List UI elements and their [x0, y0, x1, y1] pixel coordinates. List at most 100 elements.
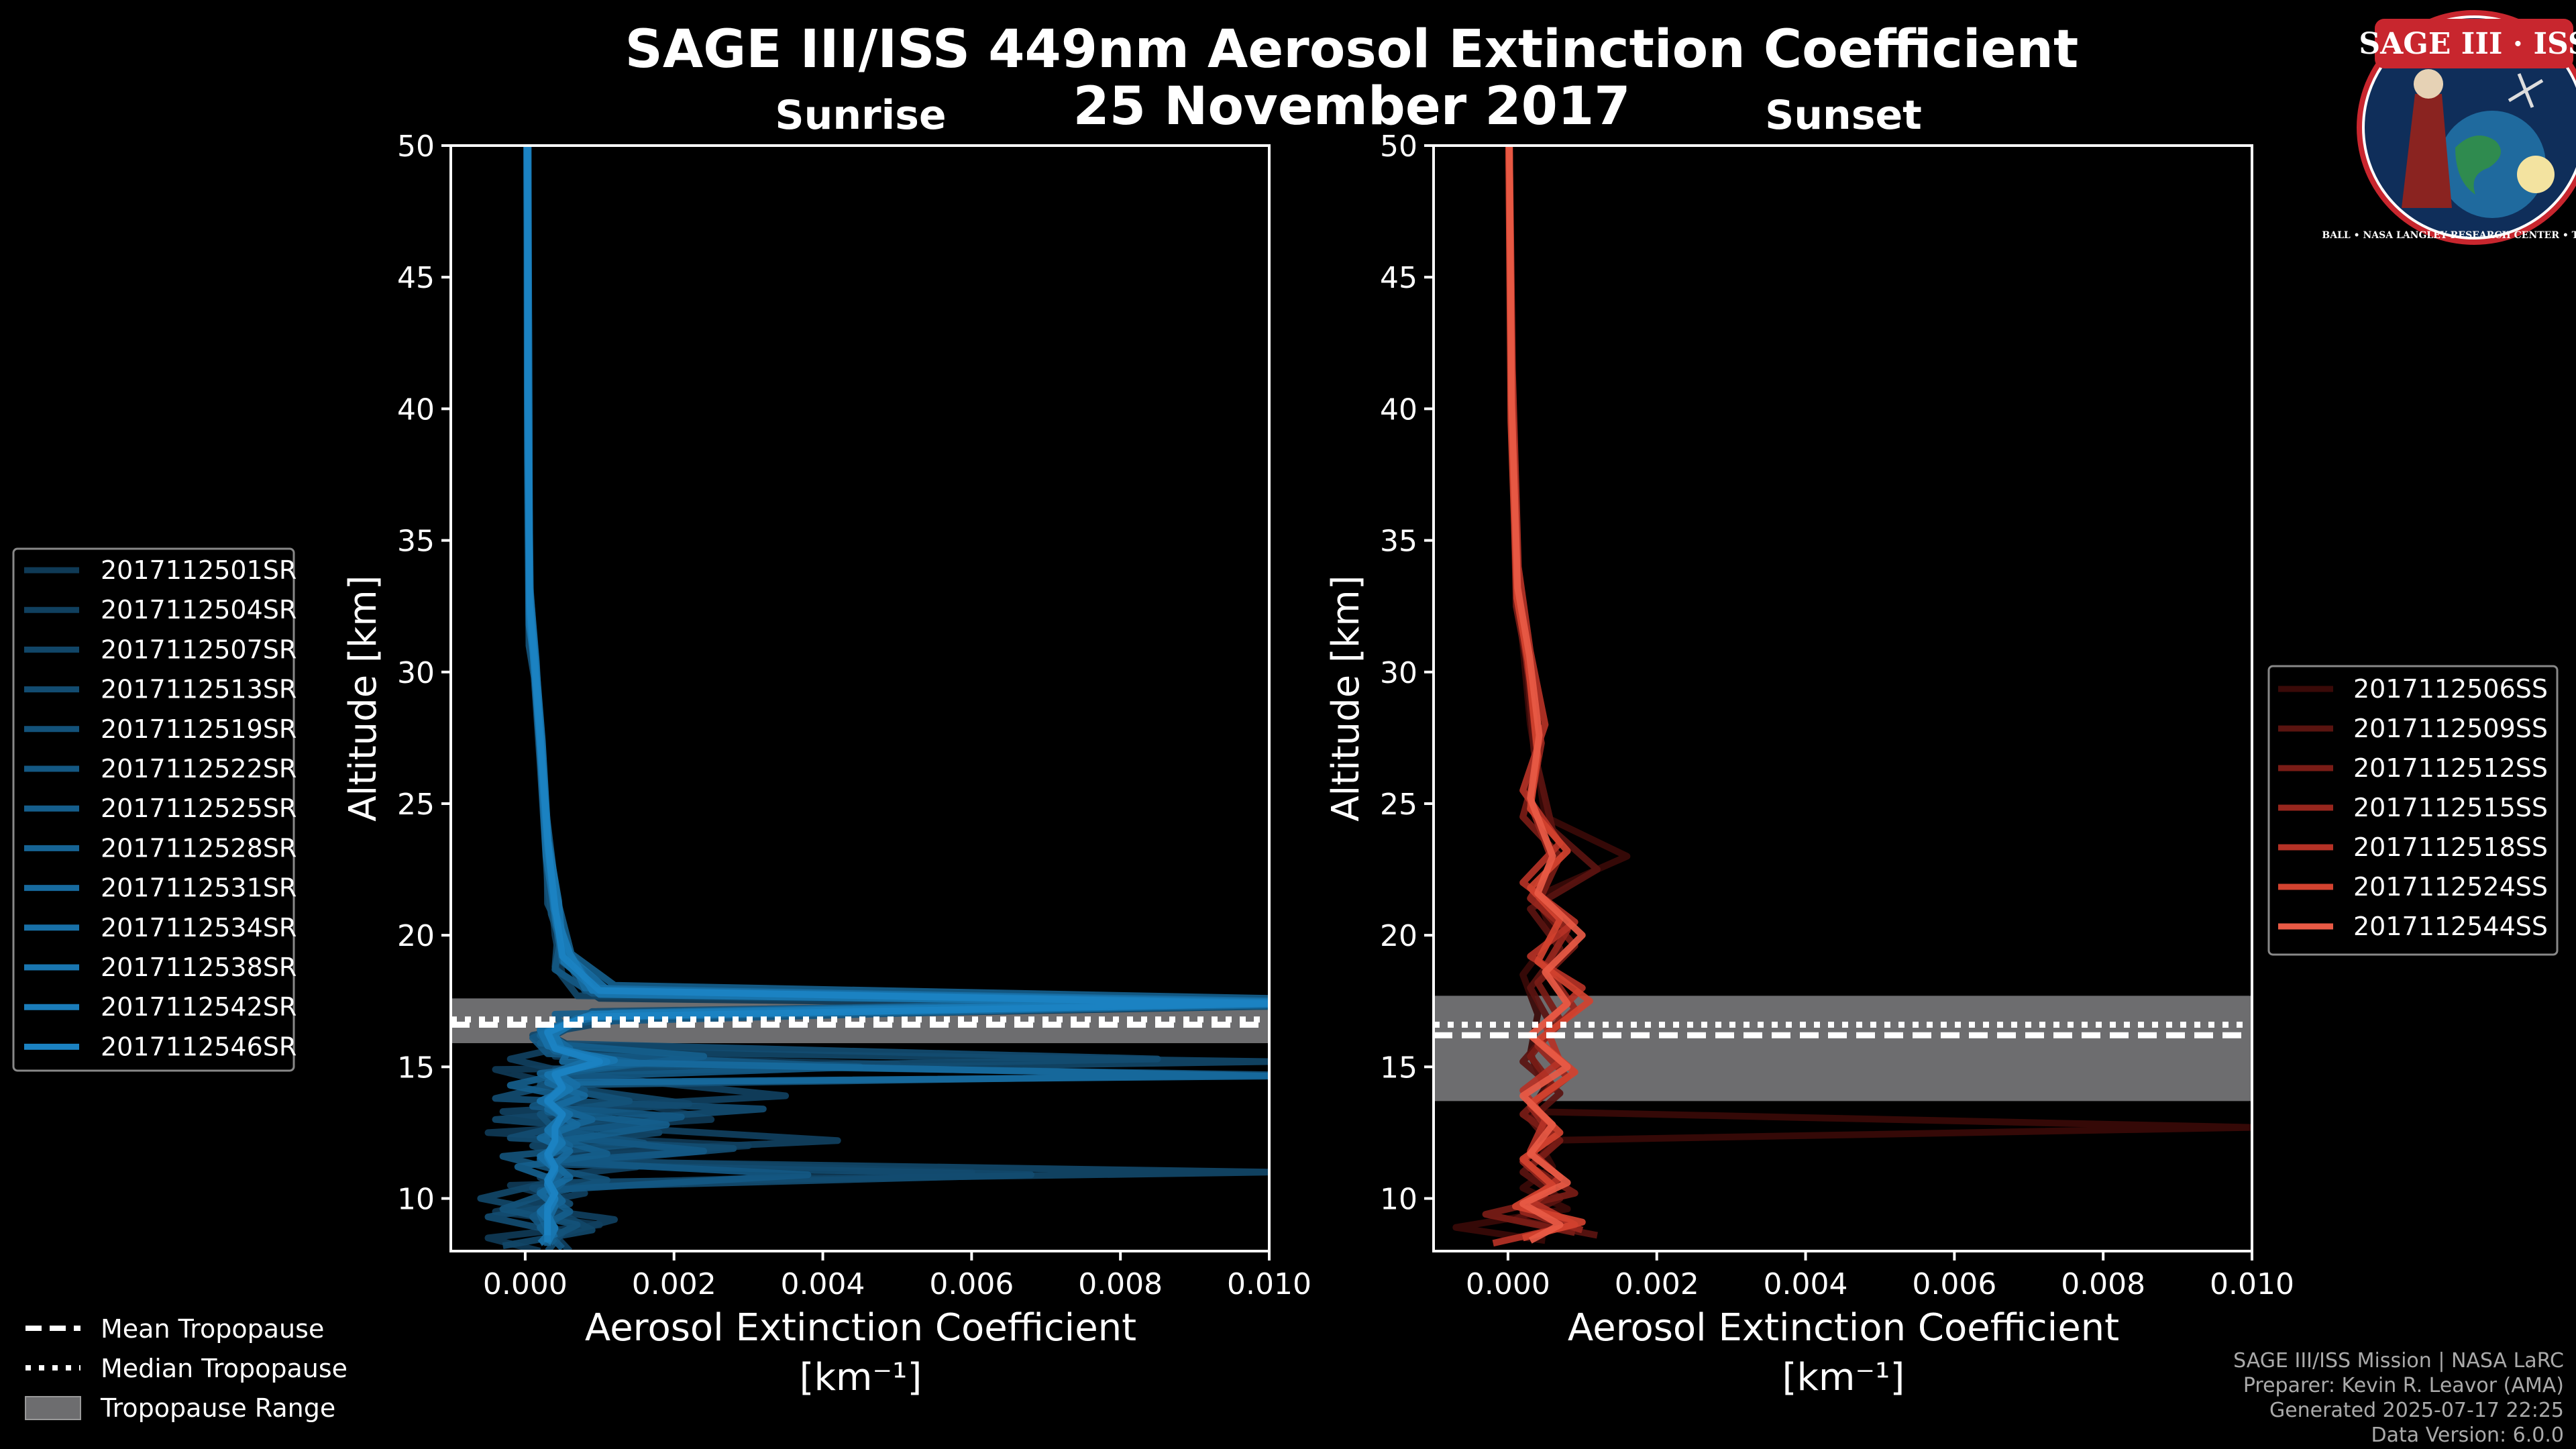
- sunrise-legend: 2017112501SR 2017112504SR 2017112507SR 2017…: [12, 547, 297, 1072]
- credit-preparer: Preparer: Kevin R. Leavor (AMA): [2243, 1374, 2564, 1397]
- sunset-series-group: [1452, 146, 2252, 1247]
- tropopause-range-label: Tropopause Range: [100, 1393, 335, 1423]
- y-tick-label: 35: [1380, 525, 1417, 559]
- y-tick-label: 15: [1380, 1051, 1417, 1085]
- tropopause-lines: [1434, 1022, 2252, 1038]
- series-line-2017112546SR: [524, 146, 1269, 1236]
- badge-name: SAGE III · ISS: [2359, 27, 2576, 61]
- badge-moon-icon: [2517, 156, 2555, 193]
- credit-generated: Generated 2025-07-17 22:25: [2269, 1399, 2564, 1422]
- y-tick-label: 40: [397, 392, 435, 427]
- y-tick-label: 20: [1380, 919, 1417, 953]
- sunset-x-axis-unit: [km⁻¹]: [1782, 1356, 1905, 1399]
- x-tick-label: 0.006: [1912, 1267, 1996, 1301]
- legend-label: 2017112546SR: [101, 1032, 297, 1061]
- sunset-x-axis-label: Aerosol Extinction Coefficient: [1568, 1306, 2119, 1350]
- legend-label: 2017112509SS: [2353, 714, 2548, 743]
- chart-title-line1: SAGE III/ISS 449nm Aerosol Extinction Co…: [625, 19, 2079, 80]
- chart-title-line2: 25 November 2017: [1073, 76, 1630, 137]
- sunset-legend: 2017112506SS 2017112509SS 2017112512SS 2017…: [2267, 665, 2559, 956]
- x-tick-label: 0.002: [632, 1267, 716, 1301]
- legend-label: 2017112507SR: [101, 635, 297, 664]
- x-tick-label: 0.000: [1466, 1267, 1550, 1301]
- x-tick-label: 0.010: [2210, 1267, 2294, 1301]
- y-tick-label: 40: [1380, 392, 1417, 427]
- series-line-2017112544SS: [1506, 146, 1586, 1244]
- y-tick-label: 25: [1380, 788, 1417, 822]
- legend-label: 2017112525SR: [101, 794, 297, 823]
- legend-label: 2017112542SR: [101, 992, 297, 1022]
- x-tick-label: 0.002: [1615, 1267, 1699, 1301]
- x-tick-label: 0.008: [1078, 1267, 1163, 1301]
- mean-tropopause-label: Mean Tropopause: [101, 1314, 324, 1344]
- y-tick-label: 25: [397, 788, 435, 822]
- legend-label: 2017112524SS: [2353, 872, 2548, 902]
- sunset-panel-title: Sunset: [1765, 92, 1922, 139]
- legend-label: 2017112538SR: [101, 953, 297, 982]
- y-tick-label: 45: [1380, 261, 1417, 295]
- legend-label: 2017112513SR: [101, 675, 297, 704]
- x-tick-label: 0.010: [1227, 1267, 1311, 1301]
- x-tick-label: 0.004: [781, 1267, 865, 1301]
- y-tick-label: 30: [397, 656, 435, 690]
- y-tick-label: 10: [397, 1183, 435, 1217]
- sunset-legend-entries: 2017112506SS 2017112509SS 2017112512SS 2017…: [2278, 674, 2548, 941]
- median-tropopause-label: Median Tropopause: [101, 1354, 347, 1383]
- x-tick-label: 0.000: [483, 1267, 568, 1301]
- badge-figure-head-icon: [2414, 69, 2443, 99]
- legend-label: 2017112501SR: [101, 555, 297, 585]
- legend-label: 2017112519SR: [101, 714, 297, 744]
- y-tick-label: 30: [1380, 656, 1417, 690]
- sunrise-legend-frame: [12, 547, 295, 1072]
- tropopause-range-swatch: [25, 1396, 81, 1420]
- legend-label: 2017112518SS: [2353, 833, 2548, 862]
- sunset-x-ticks: 0.000 0.002 0.004 0.006 0.008 0.010: [1466, 1251, 2294, 1301]
- sunset-y-axis-label: Altitude [km]: [1324, 575, 1368, 821]
- credit-mission: SAGE III/ISS Mission | NASA LaRC: [2233, 1349, 2564, 1373]
- sunrise-x-axis-unit: [km⁻¹]: [800, 1356, 922, 1399]
- y-tick-label: 50: [1380, 129, 1417, 164]
- legend-label: 2017112534SR: [101, 913, 297, 943]
- legend-label: 2017112528SR: [101, 833, 297, 863]
- y-tick-label: 50: [397, 129, 435, 164]
- tropopause-lines: [451, 1016, 1269, 1028]
- y-tick-label: 45: [397, 261, 435, 295]
- sunset-axes-frame: [1432, 144, 2253, 1252]
- x-tick-label: 0.008: [2061, 1267, 2145, 1301]
- y-tick-label: 35: [397, 525, 435, 559]
- sunrise-series-group: [477, 146, 1269, 1251]
- credits: SAGE III/ISS Mission | NASA LaRC Prepare…: [2233, 1349, 2564, 1447]
- badge-iss-panel-icon: [2517, 73, 2534, 108]
- sunset-legend-frame: [2267, 665, 2559, 956]
- sunrise-y-ticks: 10 15 20 25 30 35 40 45 50: [397, 129, 451, 1217]
- legend-label: 2017112531SR: [101, 873, 297, 903]
- credit-data-version: Data Version: 6.0.0: [2371, 1424, 2564, 1447]
- legend-label: 2017112512SS: [2353, 753, 2548, 783]
- sage-iii-iss-mission-badge: SAGE III · ISS BALL • NASA LANGLEY RESEA…: [2322, 10, 2576, 245]
- x-tick-label: 0.006: [929, 1267, 1014, 1301]
- badge-name-banner: [2375, 19, 2573, 68]
- legend-label: 2017112504SR: [101, 595, 297, 625]
- y-tick-label: 20: [397, 919, 435, 953]
- sunrise-y-axis-label: Altitude [km]: [341, 575, 385, 821]
- legend-label: 2017112544SS: [2353, 912, 2548, 941]
- sunset-y-ticks: 10 15 20 25 30 35 40 45 50: [1380, 129, 1434, 1217]
- legend-label: 2017112506SS: [2353, 674, 2548, 704]
- sunrise-panel-title: Sunrise: [775, 92, 946, 139]
- badge-ring-text: BALL • NASA LANGLEY RESEARCH CENTER • TA…: [2322, 230, 2576, 241]
- y-tick-label: 10: [1380, 1183, 1417, 1217]
- sunrise-x-ticks: 0.000 0.002 0.004 0.006 0.008 0.010: [483, 1251, 1311, 1301]
- badge-continent-icon: [2455, 136, 2501, 195]
- legend-label: 2017112515SS: [2353, 793, 2548, 822]
- sunrise-legend-entries: 2017112501SR 2017112504SR 2017112507SR 2017…: [24, 555, 297, 1061]
- legend-label: 2017112522SR: [101, 754, 297, 784]
- badge-figure-icon: [2402, 94, 2452, 208]
- x-tick-label: 0.004: [1764, 1267, 1848, 1301]
- sunrise-x-axis-label: Aerosol Extinction Coefficient: [585, 1306, 1136, 1350]
- y-tick-label: 15: [397, 1051, 435, 1085]
- tropopause-legend: Mean Tropopause Median Tropopause Tropop…: [25, 1314, 347, 1423]
